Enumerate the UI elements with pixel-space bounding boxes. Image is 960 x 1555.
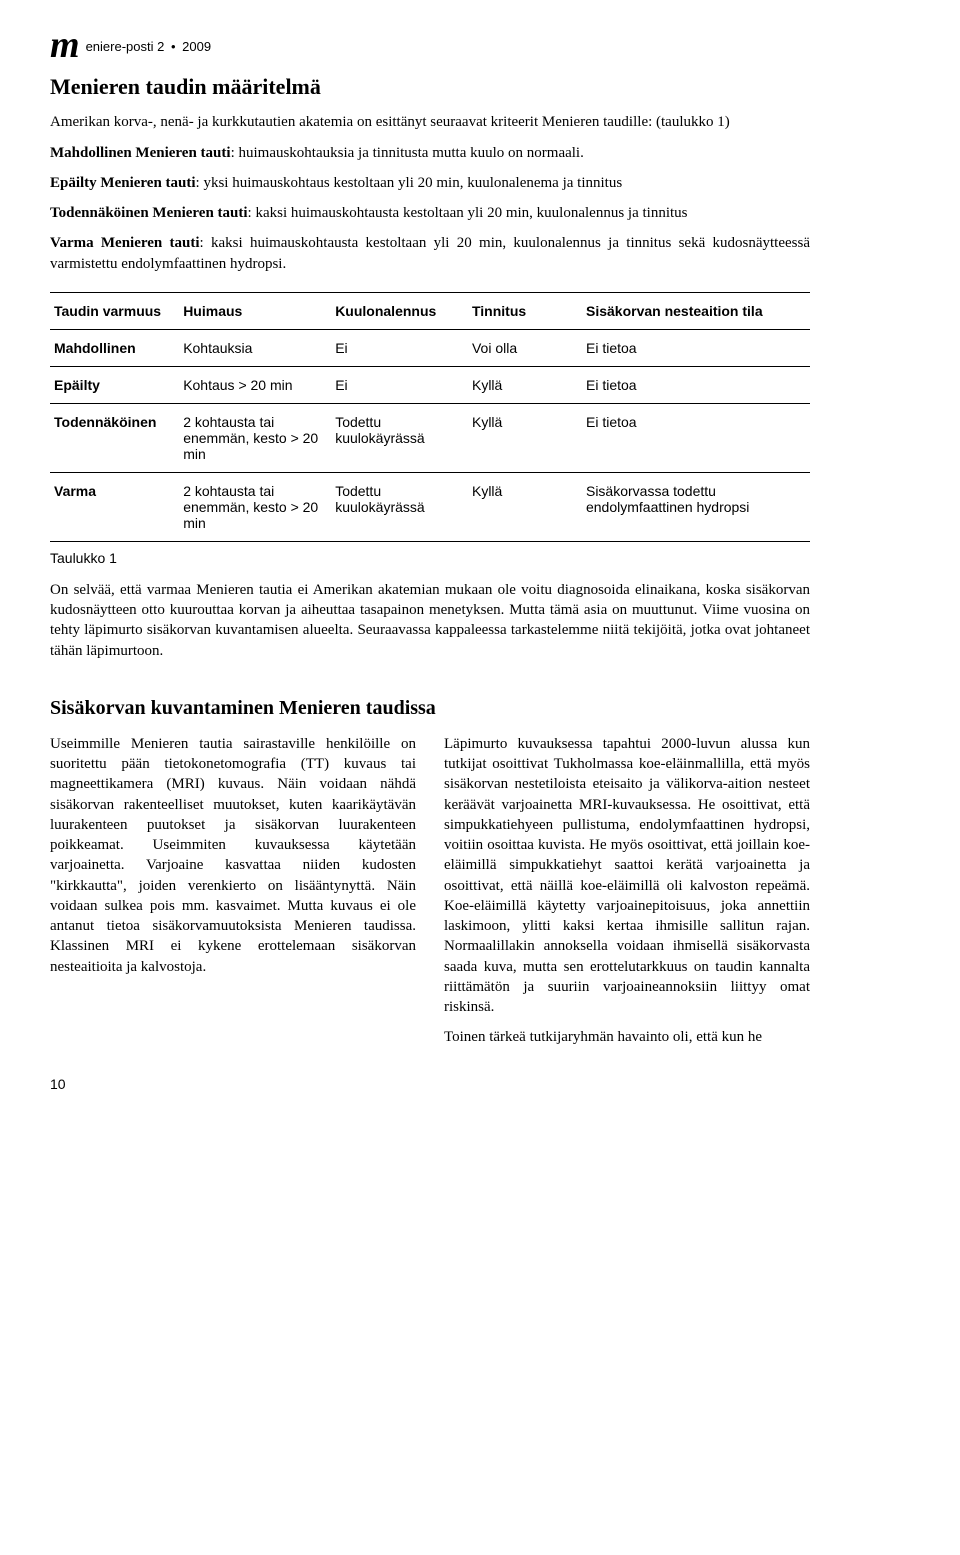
cell-r1c0: Epäilty <box>50 366 179 403</box>
section2-p2: Läpimurto kuvauksessa tapahtui 2000-luvu… <box>444 734 810 1018</box>
table-header-row: Taudin varmuus Huimaus Kuulonalennus Tin… <box>50 292 810 329</box>
def-varma: Varma Menieren tauti: kaksi huimauskohta… <box>50 233 810 274</box>
section2-p3: Toinen tärkeä tutkijaryhmän havainto oli… <box>444 1027 810 1047</box>
def2-label: Epäilty Menieren tauti <box>50 175 196 191</box>
posti-label: eniere-posti 2 <box>86 39 165 54</box>
cell-r1c2: Ei <box>331 366 468 403</box>
page-content: m eniere-posti 2 • 2009 Menieren taudin … <box>0 0 860 1142</box>
table-row: Epäilty Kohtaus > 20 min Ei Kyllä Ei tie… <box>50 366 810 403</box>
cell-r3c0: Varma <box>50 472 179 541</box>
cell-r0c3: Voi olla <box>468 329 582 366</box>
def-mahdollinen: Mahdollinen Menieren tauti: huimauskohta… <box>50 143 810 163</box>
def3-label: Todennäköinen Menieren tauti <box>50 205 248 221</box>
cell-r2c4: Ei tietoa <box>582 403 810 472</box>
def-todennakoinen: Todennäköinen Menieren tauti: kaksi huim… <box>50 203 810 223</box>
year-label: 2009 <box>182 39 211 54</box>
th-nesteaitio: Sisäkorvan nesteaition tila <box>582 292 810 329</box>
th-kuulonalennus: Kuulonalennus <box>331 292 468 329</box>
cell-r1c4: Ei tietoa <box>582 366 810 403</box>
th-tinnitus: Tinnitus <box>468 292 582 329</box>
def2-text: : yksi huimauskohtaus kestoltaan yli 20 … <box>196 175 623 191</box>
cell-r1c3: Kyllä <box>468 366 582 403</box>
two-column-text: Useimmille Menieren tautia sairastaville… <box>50 734 810 1048</box>
cell-r0c1: Kohtauksia <box>179 329 331 366</box>
section1-title: Menieren taudin määritelmä <box>50 74 810 100</box>
cell-r0c0: Mahdollinen <box>50 329 179 366</box>
def1-label: Mahdollinen Menieren tauti <box>50 145 231 161</box>
def3-text: : kaksi huimauskohtausta kestoltaan yli … <box>248 205 688 221</box>
table-caption: Taulukko 1 <box>50 550 810 566</box>
cell-r0c4: Ei tietoa <box>582 329 810 366</box>
section2-title: Sisäkorvan kuvantaminen Menieren taudiss… <box>50 697 810 720</box>
th-huimaus: Huimaus <box>179 292 331 329</box>
diagnosis-table: Taudin varmuus Huimaus Kuulonalennus Tin… <box>50 292 810 542</box>
cell-r1c1: Kohtaus > 20 min <box>179 366 331 403</box>
def1-text: : huimauskohtauksia ja tinnitusta mutta … <box>231 145 584 161</box>
cell-r0c2: Ei <box>331 329 468 366</box>
cell-r3c4: Sisäkorvassa todettu endolymfaattinen hy… <box>582 472 810 541</box>
bullet-icon: • <box>171 39 176 54</box>
th-varmuus: Taudin varmuus <box>50 292 179 329</box>
def-epailty: Epäilty Menieren tauti: yksi huimauskoht… <box>50 173 810 193</box>
cell-r3c3: Kyllä <box>468 472 582 541</box>
logo-letter: m <box>50 30 80 60</box>
table-row: Todennäköinen 2 kohtausta tai enemmän, k… <box>50 403 810 472</box>
cell-r2c0: Todennäköinen <box>50 403 179 472</box>
cell-r2c3: Kyllä <box>468 403 582 472</box>
after-table-paragraph: On selvää, että varmaa Menieren tautia e… <box>50 580 810 661</box>
cell-r2c2: Todettu kuulokäyrässä <box>331 403 468 472</box>
cell-r2c1: 2 kohtausta tai enemmän, kesto > 20 min <box>179 403 331 472</box>
def4-label: Varma Menieren tauti <box>50 235 200 251</box>
definitions-block: Mahdollinen Menieren tauti: huimauskohta… <box>50 143 810 274</box>
section1-intro: Amerikan korva-, nenä- ja kurkkutautien … <box>50 112 810 132</box>
header-text: eniere-posti 2 • 2009 <box>86 39 212 54</box>
cell-r3c2: Todettu kuulokäyrässä <box>331 472 468 541</box>
page-number: 10 <box>50 1076 810 1092</box>
cell-r3c1: 2 kohtausta tai enemmän, kesto > 20 min <box>179 472 331 541</box>
table-row: Varma 2 kohtausta tai enemmän, kesto > 2… <box>50 472 810 541</box>
page-header: m eniere-posti 2 • 2009 <box>50 30 810 60</box>
table-row: Mahdollinen Kohtauksia Ei Voi olla Ei ti… <box>50 329 810 366</box>
section2-p1: Useimmille Menieren tautia sairastaville… <box>50 734 416 977</box>
